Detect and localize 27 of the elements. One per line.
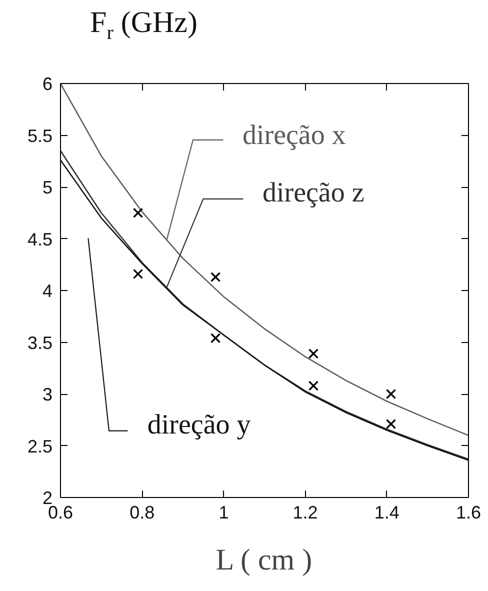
x-tick-label: 1.4 xyxy=(374,502,400,522)
x-tick-label: 1.2 xyxy=(292,502,318,522)
y-tick-label: 4.5 xyxy=(27,229,53,250)
x-tick-label: 0.8 xyxy=(130,502,155,522)
point xyxy=(308,380,319,391)
x-tick-label: 1 xyxy=(218,502,229,522)
x-tick-label: 1.6 xyxy=(456,502,482,522)
y-axis-title: F$_{r}$ (GHz) xyxy=(90,6,198,44)
point xyxy=(132,208,144,218)
y-tick-label: 6 xyxy=(42,74,53,94)
text: direção x xyxy=(242,120,346,151)
y-tick-label: 2.5 xyxy=(27,436,53,456)
point xyxy=(210,272,221,282)
y-tick-label: 3 xyxy=(42,384,53,404)
point xyxy=(386,418,396,430)
point xyxy=(132,268,144,280)
y-tick-label: 5 xyxy=(42,178,53,198)
series-label: direção y xyxy=(147,410,251,441)
y-tick-label: 3.5 xyxy=(27,332,53,353)
x-tick-label: 0.6 xyxy=(48,502,74,522)
point xyxy=(308,348,319,359)
y-tick-label: 5.5 xyxy=(27,126,53,146)
point xyxy=(386,388,396,400)
text: direção z xyxy=(262,178,364,209)
y-tick-label: 4 xyxy=(42,281,53,301)
x-axis-title: L ( cm ) xyxy=(216,544,312,576)
point xyxy=(210,333,221,344)
